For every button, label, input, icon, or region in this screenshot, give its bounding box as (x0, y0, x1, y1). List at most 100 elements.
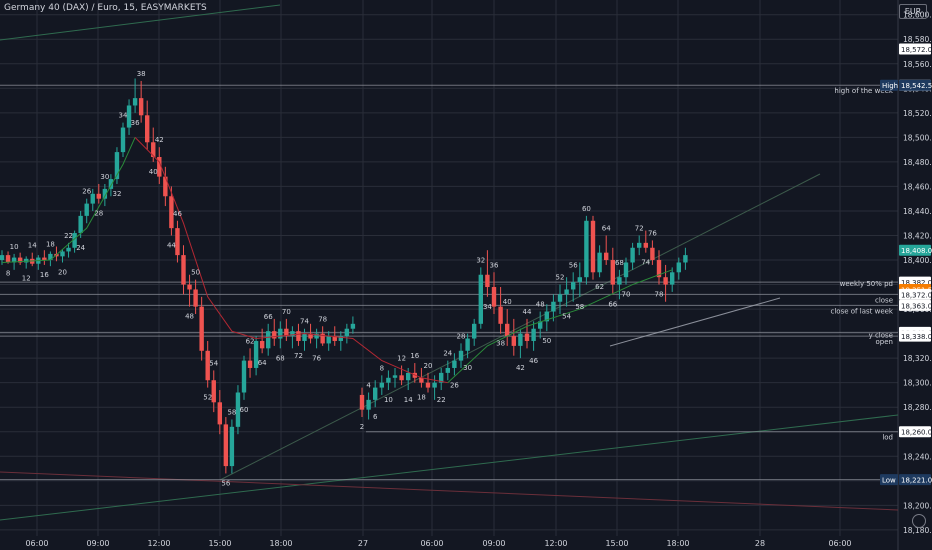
candle-body (253, 340, 259, 368)
x-tick-label: 15:00 (605, 539, 628, 548)
wave-count-label: 26 (450, 381, 459, 389)
candle-body (392, 375, 398, 378)
wave-count-label: 2 (360, 423, 364, 431)
candle-body (66, 247, 71, 252)
wave-count-label: 62 (246, 337, 255, 345)
candle-body (452, 360, 457, 368)
candle-body (138, 98, 144, 116)
wave-count-label: 52 (556, 274, 565, 282)
x-tick-label: 15:00 (208, 539, 231, 548)
x-tick-label: 06:00 (420, 539, 443, 548)
tradingview-logo-icon (912, 514, 926, 528)
candle-body (432, 382, 437, 388)
candle-body (314, 333, 319, 339)
candle-body (235, 392, 241, 427)
currency-button[interactable]: EUR (899, 4, 927, 19)
candle-body (551, 301, 556, 312)
candle-body (120, 127, 126, 153)
price-tag-text: 18,338.0 (901, 333, 932, 341)
price-tag-bg (899, 288, 931, 300)
candle-body (366, 399, 371, 410)
candle-body (308, 333, 313, 339)
candle-body (498, 306, 503, 324)
x-tick-label: 27 (358, 539, 368, 548)
candle-body (571, 282, 576, 290)
y-tick-label: 18,280.0 (903, 403, 932, 412)
candle-body (350, 323, 356, 329)
price-tag-bg (899, 474, 931, 486)
y-tick-label: 18,500.0 (903, 133, 932, 142)
candle-body (102, 188, 108, 199)
price-tag-text: 18,542.5 (901, 82, 932, 90)
wave-count-label: 18 (417, 394, 426, 402)
candle-body (114, 152, 120, 180)
wave-count-label: 74 (300, 318, 309, 326)
candle-body (511, 336, 516, 346)
trend-line (0, 414, 899, 521)
candle-body (272, 331, 277, 339)
candle-body (284, 328, 289, 337)
candle-body (597, 252, 602, 273)
wave-count-label: 6 (373, 413, 378, 421)
wave-count-label: 22 (64, 232, 73, 240)
level-label: close of last week (831, 307, 894, 315)
price-tag-prefix: High (882, 82, 898, 90)
wave-count-label: 4 (366, 381, 371, 389)
wave-count-label: 40 (149, 168, 158, 176)
candle-body (78, 215, 83, 234)
candle-body (518, 333, 523, 346)
candle-body (217, 402, 222, 425)
candle-body (505, 323, 510, 337)
wave-count-label: 32 (476, 256, 485, 264)
wave-count-label: 18 (46, 240, 55, 248)
wave-count-label: 14 (28, 242, 37, 250)
wave-count-label: 72 (635, 224, 644, 232)
candle-body (472, 323, 477, 339)
candle-body (42, 257, 47, 261)
candle-body (229, 426, 235, 467)
candle-body (439, 372, 444, 383)
wave-count-label: 32 (112, 190, 121, 198)
candle-body (491, 287, 497, 307)
wave-count-label: 36 (490, 261, 499, 269)
candle-body (205, 350, 210, 381)
wave-count-label: 12 (397, 355, 406, 363)
y-tick-label: 18,580.0 (903, 35, 932, 44)
candle-body (458, 350, 464, 361)
wave-count-label: 10 (10, 243, 19, 251)
candle-body (126, 105, 132, 128)
wave-count-label: 8 (6, 270, 10, 278)
y-tick-label: 18,600.0 (903, 11, 932, 20)
candle-body (557, 294, 563, 302)
candle-body (577, 277, 582, 283)
candle-body (617, 277, 622, 285)
wave-count-label: 14 (404, 396, 413, 404)
candle-body (278, 328, 283, 339)
wave-count-label: 24 (76, 244, 85, 252)
wave-count-label: 52 (203, 394, 212, 402)
x-tick-label: 18:00 (269, 539, 292, 548)
wave-count-label: 36 (131, 119, 140, 127)
x-tick-label: 12:00 (147, 539, 170, 548)
wave-count-label: 72 (294, 352, 303, 360)
wave-count-label: 76 (312, 354, 321, 362)
wave-count-label: 66 (608, 300, 617, 308)
moving-average-line (134, 137, 448, 384)
candle-body (338, 336, 343, 341)
wave-count-label: 22 (437, 396, 446, 404)
candle-body (656, 260, 662, 278)
wave-count-label: 28 (94, 210, 103, 218)
wave-count-label: 68 (615, 259, 624, 267)
trend-line (219, 173, 821, 481)
candle-body (485, 274, 490, 288)
candle-body (241, 360, 247, 393)
y-tick-label: 18,400.0 (903, 256, 932, 265)
x-tick-label: 09:00 (482, 539, 505, 548)
y-tick-label: 18,240.0 (903, 452, 932, 461)
y-tick-label: 18,200.0 (903, 501, 932, 510)
wave-count-label: 20 (424, 362, 433, 370)
level-label: weekly 50% pd (840, 280, 893, 288)
wave-count-label: 24 (443, 350, 452, 358)
price-tag-bg (899, 299, 931, 311)
